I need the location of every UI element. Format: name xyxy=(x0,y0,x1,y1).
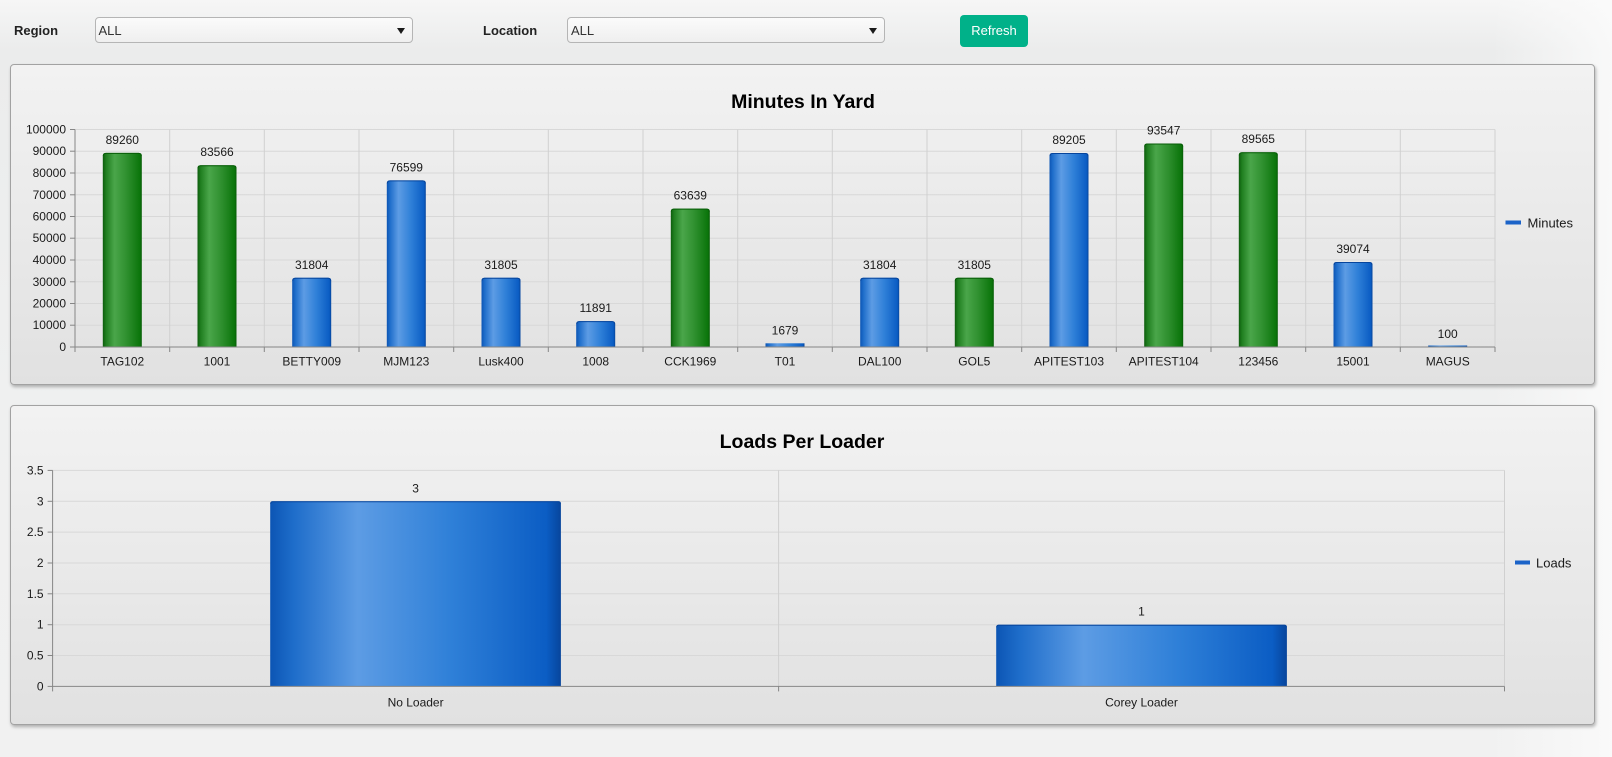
svg-text:80000: 80000 xyxy=(33,166,67,180)
svg-text:BETTY009: BETTY009 xyxy=(282,355,341,369)
svg-text:APITEST104: APITEST104 xyxy=(1129,355,1199,369)
svg-text:11891: 11891 xyxy=(579,301,612,315)
svg-text:1001: 1001 xyxy=(204,355,231,369)
svg-text:1679: 1679 xyxy=(772,323,799,337)
svg-text:Minutes: Minutes xyxy=(1528,216,1574,231)
svg-text:GOL5: GOL5 xyxy=(958,355,990,369)
svg-text:93547: 93547 xyxy=(1147,124,1181,138)
svg-text:Corey Loader: Corey Loader xyxy=(1105,695,1178,709)
svg-text:APITEST103: APITEST103 xyxy=(1034,355,1104,369)
svg-text:31805: 31805 xyxy=(484,258,518,272)
svg-text:Lusk400: Lusk400 xyxy=(478,355,524,369)
svg-text:3: 3 xyxy=(37,494,44,508)
svg-text:1: 1 xyxy=(37,618,44,632)
svg-text:89565: 89565 xyxy=(1242,132,1276,146)
svg-text:31805: 31805 xyxy=(958,258,992,272)
svg-text:MAGUS: MAGUS xyxy=(1426,355,1470,369)
svg-text:2: 2 xyxy=(37,556,44,570)
svg-text:89260: 89260 xyxy=(106,133,140,147)
svg-text:No Loader: No Loader xyxy=(388,695,444,709)
svg-text:3: 3 xyxy=(412,481,419,495)
svg-text:123456: 123456 xyxy=(1238,355,1278,369)
svg-text:100000: 100000 xyxy=(26,123,66,137)
svg-text:CCK1969: CCK1969 xyxy=(664,355,716,369)
svg-text:63639: 63639 xyxy=(674,189,708,203)
svg-text:1008: 1008 xyxy=(582,355,609,369)
svg-text:30000: 30000 xyxy=(33,275,67,289)
svg-text:60000: 60000 xyxy=(33,210,67,224)
svg-text:40000: 40000 xyxy=(33,253,67,267)
svg-text:MJM123: MJM123 xyxy=(383,355,429,369)
svg-text:Loads Per Loader: Loads Per Loader xyxy=(720,431,885,453)
svg-text:3.5: 3.5 xyxy=(27,463,44,477)
svg-text:0: 0 xyxy=(59,340,66,354)
svg-text:Loads: Loads xyxy=(1536,556,1572,571)
svg-text:31804: 31804 xyxy=(863,258,897,272)
svg-text:Minutes In Yard: Minutes In Yard xyxy=(731,91,875,113)
svg-text:TAG102: TAG102 xyxy=(100,355,144,369)
svg-text:70000: 70000 xyxy=(33,188,67,202)
svg-text:31804: 31804 xyxy=(295,258,329,272)
svg-text:39074: 39074 xyxy=(1336,242,1370,256)
svg-text:T01: T01 xyxy=(775,355,796,369)
svg-text:83566: 83566 xyxy=(200,145,234,159)
svg-text:1.5: 1.5 xyxy=(27,587,44,601)
svg-text:DAL100: DAL100 xyxy=(858,355,902,369)
svg-text:1: 1 xyxy=(1138,605,1145,619)
svg-text:90000: 90000 xyxy=(33,144,67,158)
svg-text:76599: 76599 xyxy=(390,160,424,174)
svg-text:50000: 50000 xyxy=(33,231,67,245)
svg-text:100: 100 xyxy=(1438,327,1458,341)
svg-text:89205: 89205 xyxy=(1052,133,1086,147)
svg-text:10000: 10000 xyxy=(33,318,67,332)
svg-text:20000: 20000 xyxy=(33,297,67,311)
svg-text:2.5: 2.5 xyxy=(27,525,44,539)
svg-text:0.5: 0.5 xyxy=(27,649,44,663)
svg-text:0: 0 xyxy=(37,679,44,693)
svg-text:15001: 15001 xyxy=(1336,355,1370,369)
